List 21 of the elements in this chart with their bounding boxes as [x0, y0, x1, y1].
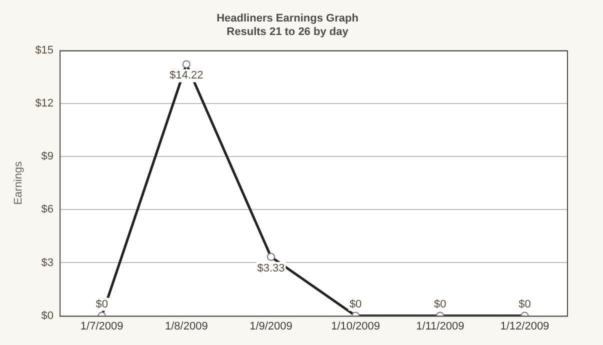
data-label: $14.22	[170, 70, 204, 82]
data-label: $3.33	[257, 262, 285, 274]
chart-subtitle: Results 21 to 26 by day	[226, 26, 350, 38]
chart-title: Headliners Earnings Graph	[216, 12, 359, 25]
y-tick-label: $6	[41, 204, 54, 216]
y-tick-label: $3	[41, 256, 54, 269]
y-axis-title: Earnings	[12, 160, 25, 205]
y-tick-label: $12	[35, 98, 54, 110]
data-label: $0	[349, 298, 362, 310]
x-tick-label: 1/12/2009	[500, 320, 550, 332]
x-tick-label: 1/7/2009	[80, 320, 124, 332]
x-tick-label: 1/11/2009	[416, 320, 464, 332]
y-tick-label: $15	[35, 44, 54, 56]
x-tick-label: 1/8/2009	[165, 320, 208, 332]
x-tick-label: 1/9/2009	[250, 320, 292, 332]
y-tick-label: $0	[41, 310, 54, 322]
x-tick-label: 1/10/2009	[331, 320, 380, 332]
y-tick-label: $9	[41, 150, 54, 163]
data-label: $0	[434, 298, 446, 310]
data-label: $0	[96, 298, 108, 310]
data-label: $0	[518, 298, 531, 310]
